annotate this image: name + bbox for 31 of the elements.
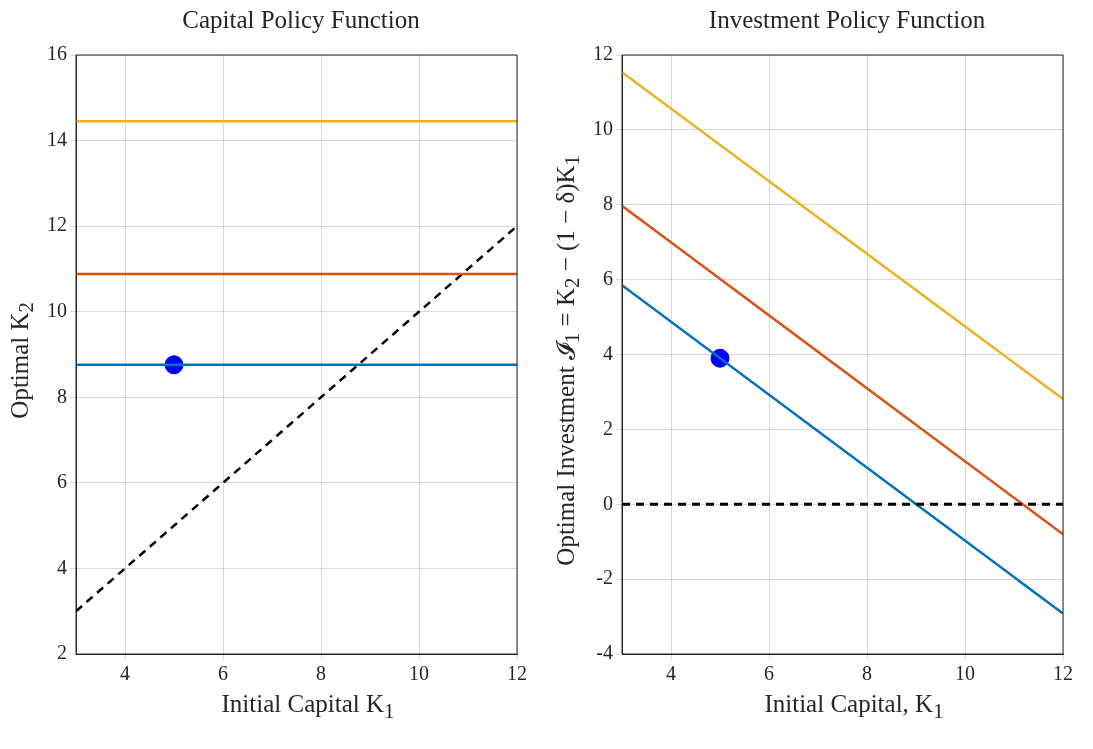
x-tick-label: 12 (1053, 662, 1073, 685)
x-tick-label: 6 (218, 662, 228, 685)
y-tick-label: 12 (593, 42, 613, 65)
chart-title: Investment Policy Function (707, 5, 987, 35)
y-tick-label: 6 (603, 266, 613, 289)
y-tick-label: 10 (593, 117, 613, 140)
x-tick-label: 8 (316, 662, 326, 685)
y-tick-label: 4 (603, 341, 613, 364)
y-tick-label: 2 (57, 641, 67, 664)
y-tick-label: 8 (57, 384, 67, 407)
x-tick-label: 4 (666, 662, 676, 685)
y-tick-label: -2 (596, 566, 613, 589)
x-axis-title: Initial Capital, K$_{1}$ (763, 690, 945, 724)
x-axis-title: Initial Capital K$_{1}$ (220, 690, 396, 724)
y-tick-label: 6 (57, 470, 67, 493)
y-tick-label: 10 (47, 298, 67, 321)
y-tick-label: 2 (603, 416, 613, 439)
y-tick-label: 16 (47, 42, 67, 65)
y-tick-label: 14 (47, 127, 67, 150)
x-tick-label: 4 (120, 662, 130, 685)
x-tick-label: 8 (862, 662, 872, 685)
chart-title: Capital Policy Function (181, 5, 421, 35)
y-tick-label: 0 (603, 491, 613, 514)
x-tick-label: 10 (409, 662, 429, 685)
x-tick-label: 6 (764, 662, 774, 685)
y-tick-label: -4 (596, 641, 613, 664)
x-tick-label: 12 (507, 662, 527, 685)
y-tick-label: 8 (603, 192, 613, 214)
y-tick-label: 12 (47, 213, 67, 236)
y-tick-label: 4 (57, 555, 67, 578)
x-tick-label: 10 (955, 662, 975, 685)
